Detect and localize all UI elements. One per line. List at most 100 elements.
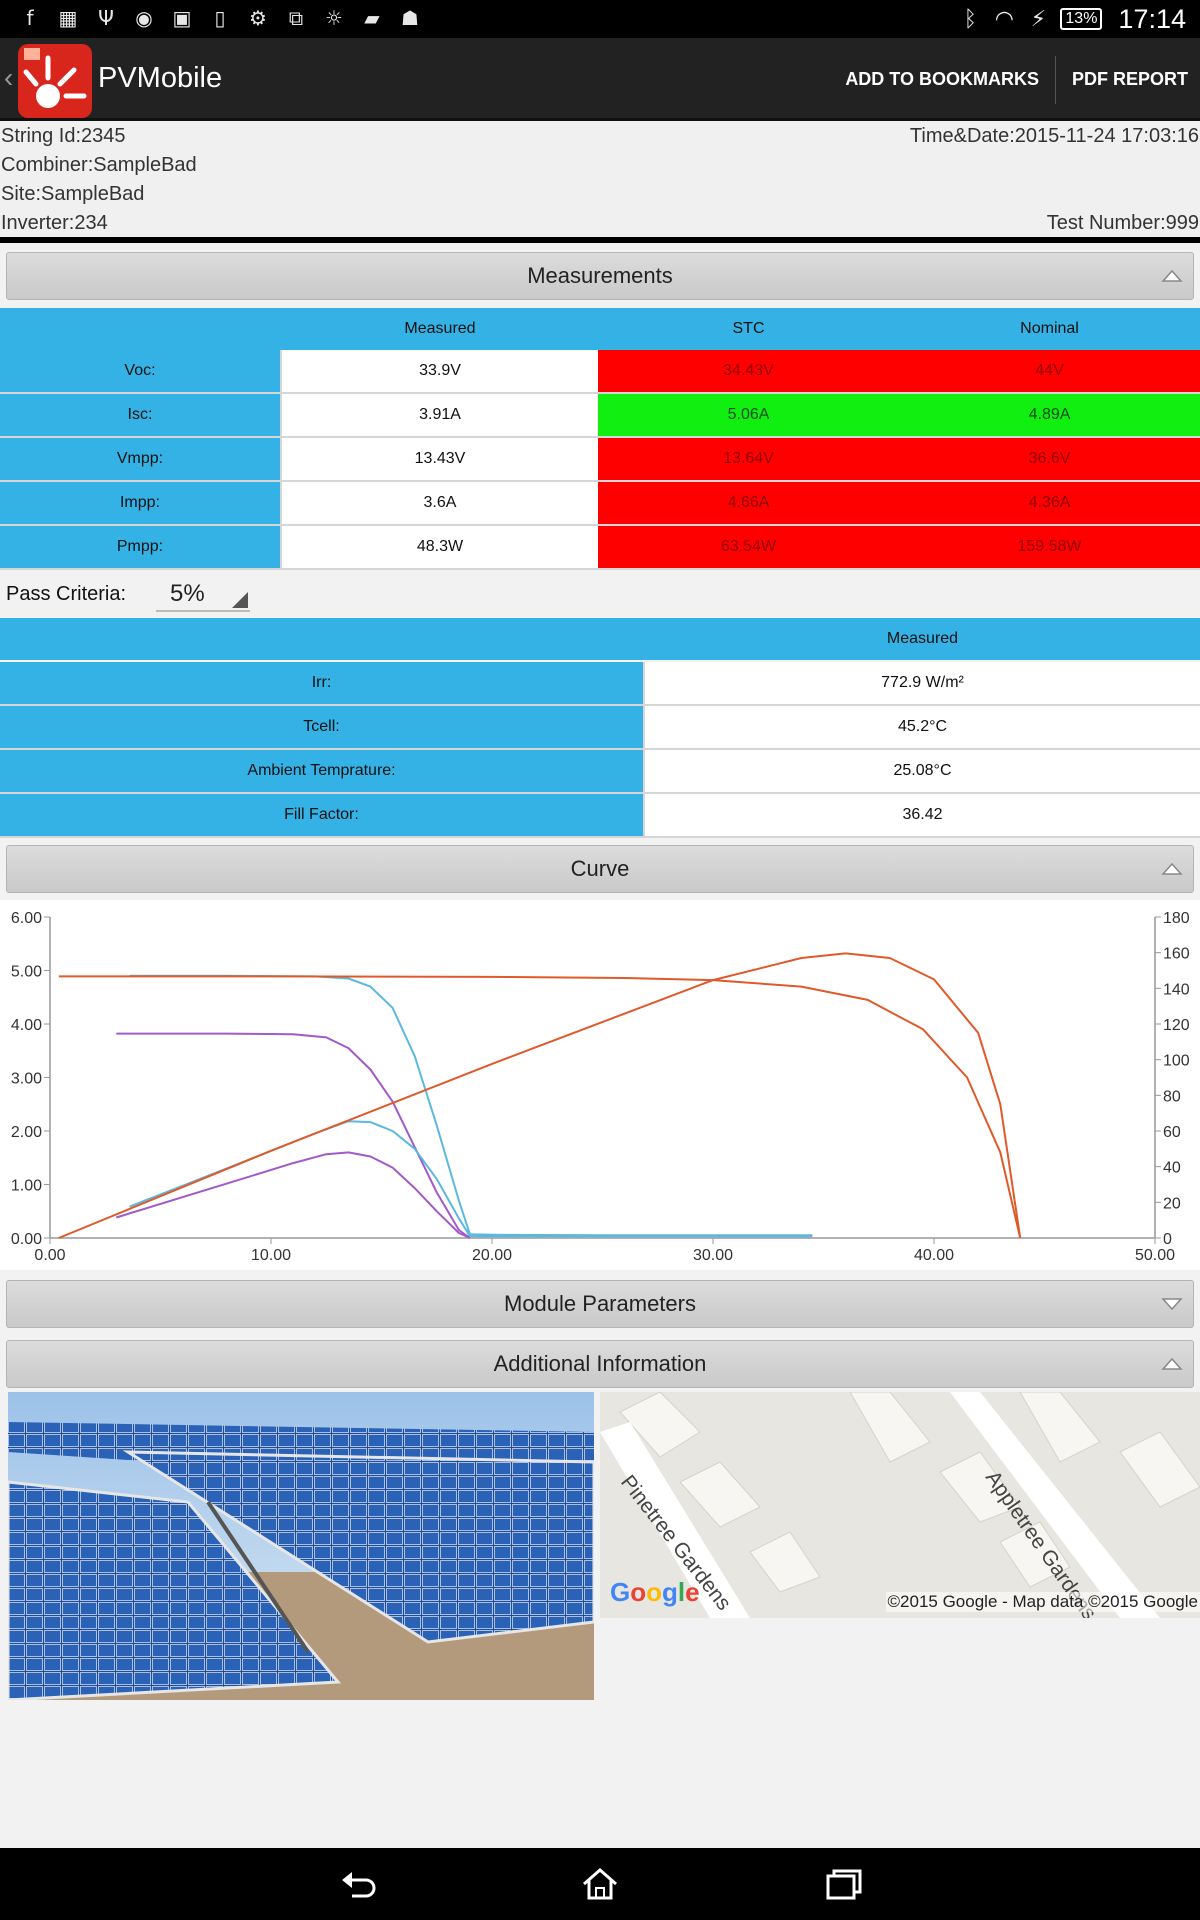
- stc-value: 13.64V: [598, 438, 899, 480]
- stc-value: 5.06A: [598, 394, 899, 436]
- y-left-tick-label: 5.00: [11, 964, 42, 981]
- y-right-tick-label: 120: [1163, 1017, 1190, 1034]
- bluetooth-icon: ᛒ: [963, 6, 977, 32]
- nominal-value: 44V: [899, 350, 1200, 392]
- combiner: Combiner:SampleBad: [1, 154, 197, 176]
- column-header-measured: Measured: [282, 308, 598, 350]
- app-logo[interactable]: [18, 44, 92, 118]
- nominal-value: 4.89A: [899, 394, 1200, 436]
- screens-icon: ⧉: [288, 6, 304, 30]
- navigation-bar: [0, 1848, 1200, 1920]
- nominal-value: 36.6V: [899, 438, 1200, 480]
- test-header: String Id:2345 Time&Date:2015-11-24 17:0…: [0, 121, 1200, 238]
- site-photo[interactable]: [8, 1392, 594, 1700]
- additional-information-title: Additional Information: [493, 1351, 707, 1376]
- app-bar-actions: ADD TO BOOKMARKS PDF REPORT: [833, 38, 1200, 121]
- x-tick-label: 50.00: [1135, 1247, 1175, 1264]
- app-bar: ‹ PVMobile ADD TO BOOKMARKS PDF REPORT: [0, 38, 1200, 121]
- facebook-icon: f: [26, 6, 34, 30]
- y-left-tick-label: 2.00: [11, 1124, 42, 1141]
- location-map[interactable]: Pinetree Gardens Appletree Gardens Googl…: [600, 1392, 1200, 1618]
- column-header-measured: Measured: [645, 618, 1200, 660]
- y-right-tick-label: 40: [1163, 1160, 1181, 1177]
- series-line-1: [116, 1032, 471, 1239]
- y-right-tick-label: 180: [1163, 910, 1190, 927]
- collapse-icon[interactable]: [1161, 267, 1183, 285]
- curve-title: Curve: [570, 856, 630, 881]
- x-tick-label: 10.00: [251, 1247, 291, 1264]
- table-row: Pmpp: 48.3W 63.54W 159.58W: [0, 526, 1200, 570]
- module-parameters-section-header[interactable]: Module Parameters: [6, 1280, 1194, 1328]
- messenger-icon: ◉: [135, 6, 153, 30]
- stc-value: 4.66A: [598, 482, 899, 524]
- corner-cell: [0, 618, 645, 660]
- string-id: String Id:2345: [1, 125, 126, 147]
- add-to-bookmarks-button[interactable]: ADD TO BOOKMARKS: [845, 69, 1039, 89]
- env-label: Tcell:: [0, 706, 645, 748]
- android-icon: ☗: [401, 6, 419, 30]
- corner-cell: [0, 308, 282, 350]
- y-left-tick-label: 6.00: [11, 910, 42, 927]
- curve-section-header[interactable]: Curve: [6, 845, 1194, 893]
- row-label: Isc:: [0, 394, 282, 436]
- charging-icon: ⚡: [1030, 6, 1047, 32]
- app-title: PVMobile: [98, 62, 223, 94]
- row-label: Voc:: [0, 350, 282, 392]
- series-line-2: [129, 1120, 813, 1238]
- env-value: 36.42: [645, 794, 1200, 836]
- pass-criteria-value: 5%: [170, 580, 205, 607]
- nominal-value: 159.58W: [899, 526, 1200, 568]
- pdf-report-button[interactable]: PDF REPORT: [1071, 69, 1188, 89]
- series-line-3: [116, 1151, 471, 1239]
- status-bar: f ▦ Ψ ◉ ▣ ▯ ⚙ ⧉ ☼ ▰ ☗ ᛒ ◠ ⚡ 13% 17:14: [0, 0, 1200, 38]
- series-line-4: [58, 975, 1022, 1239]
- wifi-icon: ◠: [994, 6, 1014, 32]
- measurements-header-row: Measured STC Nominal: [0, 308, 1200, 350]
- pass-criteria-dropdown[interactable]: 5%: [156, 580, 250, 612]
- header-divider: [0, 237, 1200, 243]
- home-icon[interactable]: [580, 1866, 620, 1902]
- y-right-tick-label: 0: [1163, 1231, 1172, 1248]
- up-icon[interactable]: ‹: [4, 62, 14, 93]
- y-left-tick-label: 1.00: [11, 1178, 42, 1195]
- table-row: Ambient Temprature: 25.08°C: [0, 750, 1200, 794]
- module-parameters-title: Module Parameters: [504, 1291, 696, 1316]
- column-header-nominal: Nominal: [899, 308, 1200, 350]
- env-header-row: Measured: [0, 618, 1200, 660]
- measurements-section-header[interactable]: Measurements: [6, 252, 1194, 300]
- inverter: Inverter:234: [1, 212, 108, 234]
- map-copyright: ©2015 Google - Map data ©2015 Google: [885, 1592, 1200, 1612]
- notification-icons: f ▦ Ψ ◉ ▣ ▯ ⚙ ⧉ ☼ ▰ ☗: [18, 6, 422, 30]
- env-value: 772.9 W/m²: [645, 662, 1200, 704]
- collapse-icon[interactable]: [1161, 860, 1183, 878]
- chart-canvas: 0.00 1.00 2.00 3.00 4.00 5.00 6.00 0 20 40 60 80 100…: [11, 910, 1190, 1264]
- time-date: Time&Date:2015-11-24 17:03:16: [909, 125, 1199, 147]
- measured-value: 3.91A: [282, 394, 598, 436]
- expand-icon[interactable]: [1161, 1295, 1183, 1313]
- column-header-stc: STC: [598, 308, 899, 350]
- table-row: Impp: 3.6A 4.66A 4.36A: [0, 482, 1200, 526]
- stc-value: 34.43V: [598, 350, 899, 392]
- bulb-icon: ☼: [325, 6, 343, 30]
- clock: 17:14: [1118, 3, 1186, 34]
- site: Site:SampleBad: [1, 183, 145, 205]
- test-number: Test Number:999: [1046, 212, 1199, 234]
- recent-apps-icon[interactable]: [824, 1866, 864, 1902]
- x-tick-label: 20.00: [472, 1247, 512, 1264]
- y-right-tick-label: 20: [1163, 1195, 1181, 1212]
- y-right-tick-label: 160: [1163, 946, 1190, 963]
- gallery-icon: ▣: [172, 6, 192, 30]
- y-left-tick-label: 3.00: [11, 1071, 42, 1088]
- env-label: Ambient Temprature:: [0, 750, 645, 792]
- table-row: Isc: 3.91A 5.06A 4.89A: [0, 394, 1200, 438]
- collapse-icon[interactable]: [1161, 1355, 1183, 1373]
- table-row: Voc: 33.9V 34.43V 44V: [0, 350, 1200, 394]
- row-label: Impp:: [0, 482, 282, 524]
- y-right-tick-label: 140: [1163, 981, 1190, 998]
- action-divider: [1054, 55, 1056, 104]
- measured-value: 33.9V: [282, 350, 598, 392]
- back-icon[interactable]: [338, 1866, 378, 1902]
- additional-information-section-header[interactable]: Additional Information: [6, 1340, 1194, 1388]
- calendar-icon: ▦: [58, 6, 78, 30]
- usb-icon: Ψ: [98, 6, 114, 30]
